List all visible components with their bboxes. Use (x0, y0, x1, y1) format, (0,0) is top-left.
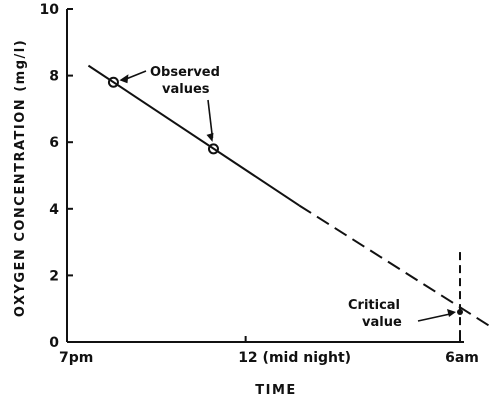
axes: 0 2 4 6 8 10 7pm 12 (mid night) 6am (40, 2, 479, 366)
y-tick-label: 10 (40, 2, 60, 18)
y-tick-label: 6 (49, 135, 59, 151)
observed-values-annotation-line: values (162, 82, 210, 97)
x-tick-label: 7pm (59, 350, 93, 366)
x-ticks: 7pm 12 (mid night) 6am (59, 336, 479, 366)
annotation-layer: Observed values Critical value (119, 65, 456, 330)
y-tick-label: 2 (49, 268, 59, 284)
y-ticks: 0 2 4 6 8 10 (40, 2, 73, 351)
observed-values-annotation-line: Observed (150, 65, 220, 80)
y-tick-label: 8 (49, 69, 59, 85)
y-axis-title: OXYGEN CONCENTRATION (mg/l) (13, 39, 28, 317)
annotation-arrow (125, 70, 147, 81)
critical-value-annotation-line: value (362, 315, 402, 330)
extrapolated-trend-line (298, 204, 490, 327)
critical-value-annotation-line: Critical (348, 298, 400, 313)
x-tick-label: 12 (mid night) (238, 350, 351, 366)
y-tick-label: 4 (49, 202, 59, 218)
annotation-arrow (207, 99, 214, 138)
x-axis-title: TIME (255, 383, 297, 398)
trend-line (87, 64, 300, 207)
arrowhead (447, 309, 456, 318)
y-tick-label: 0 (49, 335, 59, 351)
x-tick-label: 6am (445, 350, 479, 366)
series-layer (87, 64, 490, 342)
arrowhead (206, 132, 214, 142)
arrowhead (119, 74, 129, 84)
annotation-arrow (417, 313, 451, 322)
